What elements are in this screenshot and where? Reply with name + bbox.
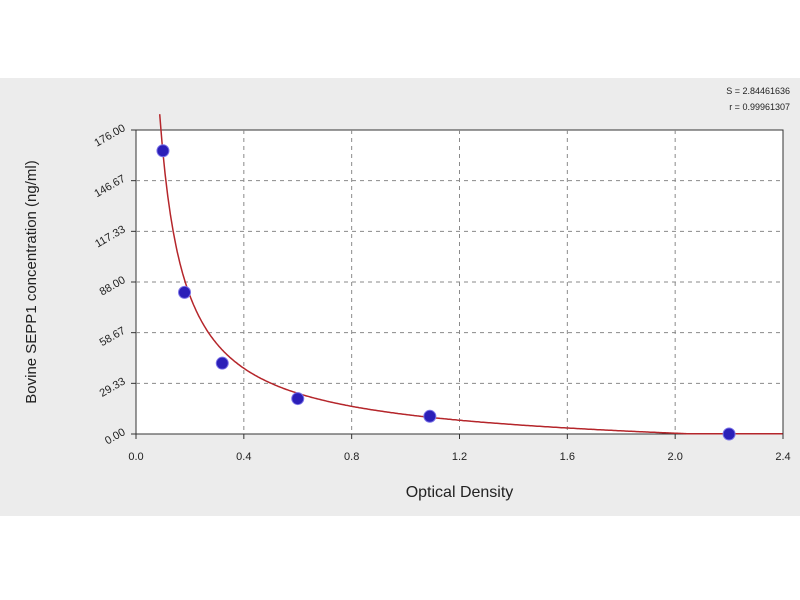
y-tick-label: 58.67 — [98, 325, 128, 349]
y-tick-label: 176.00 — [92, 122, 127, 149]
x-tick-label: 1.2 — [452, 451, 467, 463]
fit-s-statistic: S = 2.84461636 — [726, 86, 790, 96]
y-tick-label: 88.00 — [98, 274, 128, 298]
chart-svg: 0.0 0.4 0.8 1.2 1.6 2.0 2.4 0.00 29.33 58.67 88.00… — [23, 114, 791, 501]
x-tick-label: 0.0 — [128, 451, 143, 463]
fit-r-statistic: r = 0.99961307 — [729, 102, 790, 112]
y-tick-label: 146.67 — [92, 173, 127, 200]
chart-panel: S = 2.84461636 r = 0.99961307 0.0 0.4 0.8 1… — [0, 78, 800, 516]
x-tick-label: 2.4 — [775, 451, 790, 463]
fitted-curve — [158, 114, 783, 435]
y-axis-title: Bovine SEPP1 concentration (ng/ml) — [23, 160, 40, 403]
x-tick-label: 1.6 — [560, 451, 575, 463]
x-tick-label: 2.0 — [668, 451, 683, 463]
data-point — [423, 409, 437, 423]
data-point — [291, 392, 305, 406]
x-tick-label: 0.8 — [344, 451, 359, 463]
data-point — [215, 356, 229, 370]
data-point — [178, 285, 192, 299]
curve-layer — [158, 114, 783, 435]
data-point — [156, 144, 170, 158]
y-tick-label: 117.33 — [93, 224, 127, 251]
x-tick-label: 0.4 — [236, 451, 251, 463]
y-tick-label: 29.33 — [98, 376, 128, 400]
grid-layer — [136, 130, 783, 434]
data-point — [722, 427, 736, 441]
y-tick-label: 0.00 — [103, 426, 128, 447]
points-layer — [156, 144, 736, 441]
x-axis-title: Optical Density — [406, 484, 514, 501]
